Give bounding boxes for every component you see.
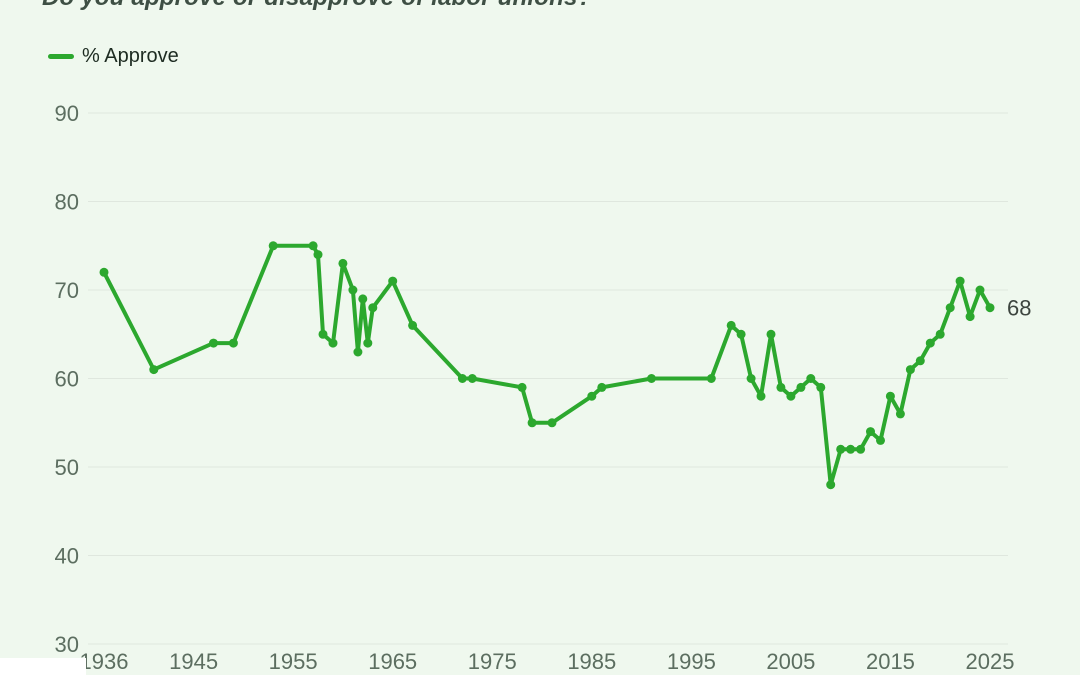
data-point: [866, 427, 875, 437]
data-point: [786, 391, 796, 401]
data-point: [925, 338, 935, 348]
y-tick-label: 90: [55, 101, 79, 126]
x-tick-label: 2005: [766, 649, 815, 674]
data-point: [935, 329, 945, 339]
data-point: [353, 347, 363, 357]
x-tick-label: 2015: [866, 649, 915, 674]
data-point: [388, 276, 398, 286]
data-point: [368, 303, 378, 313]
x-tick-label: 1955: [269, 649, 318, 674]
y-tick-label: 50: [55, 455, 79, 480]
end-value-label: 68: [1007, 296, 1031, 321]
data-point: [756, 391, 766, 401]
data-point: [328, 338, 338, 348]
x-tick-label: 1995: [667, 649, 716, 674]
data-point: [647, 374, 656, 383]
data-point: [149, 365, 159, 375]
x-tick-label: 2025: [966, 649, 1015, 674]
data-point: [597, 382, 607, 392]
data-point: [965, 312, 975, 322]
data-point: [358, 294, 368, 304]
data-point: [915, 356, 925, 366]
data-point: [467, 374, 477, 383]
legend: % Approve: [48, 44, 179, 68]
data-point: [587, 391, 597, 401]
y-tick-label: 30: [55, 632, 79, 657]
data-point: [826, 480, 836, 490]
data-point: [885, 391, 895, 401]
data-point: [338, 258, 348, 268]
data-point: [527, 418, 537, 428]
data-point: [706, 374, 716, 383]
data-point: [268, 241, 278, 251]
data-point: [905, 365, 915, 375]
data-point: [846, 444, 856, 454]
data-point: [806, 374, 816, 383]
data-point: [876, 435, 885, 445]
data-point: [209, 338, 218, 348]
data-point: [318, 329, 328, 339]
data-point: [895, 409, 905, 419]
data-point: [856, 444, 866, 454]
data-point: [746, 374, 756, 383]
data-point: [975, 285, 985, 295]
data-point: [517, 382, 527, 392]
data-point: [547, 418, 557, 428]
data-point: [766, 329, 776, 339]
data-point: [796, 382, 806, 392]
x-tick-label: 1965: [368, 649, 417, 674]
x-tick-label: 1936: [80, 649, 129, 674]
data-point: [99, 267, 109, 277]
data-point: [736, 329, 746, 339]
data-point: [836, 444, 846, 454]
y-tick-label: 40: [55, 544, 79, 569]
data-point: [776, 382, 786, 392]
chart-title: Do you approve or disapprove of labor un…: [42, 0, 592, 12]
data-point: [457, 374, 467, 383]
x-tick-label: 1985: [567, 649, 616, 674]
data-point: [726, 320, 736, 330]
y-tick-label: 80: [55, 190, 79, 215]
data-point: [308, 241, 318, 251]
data-point: [945, 303, 955, 313]
data-point: [348, 285, 358, 295]
data-point: [985, 303, 995, 313]
data-point: [228, 338, 238, 348]
data-point: [408, 320, 418, 330]
data-point: [313, 250, 323, 260]
y-tick-label: 60: [55, 367, 79, 392]
bottom-left-corner-patch: [0, 658, 86, 675]
data-point: [816, 382, 826, 392]
x-tick-label: 1945: [169, 649, 218, 674]
x-tick-label: 1975: [468, 649, 517, 674]
y-tick-label: 70: [55, 278, 79, 303]
line-swatch-icon: [48, 53, 74, 59]
data-point: [955, 276, 965, 286]
legend-label: % Approve: [82, 44, 179, 67]
data-point: [363, 338, 373, 348]
